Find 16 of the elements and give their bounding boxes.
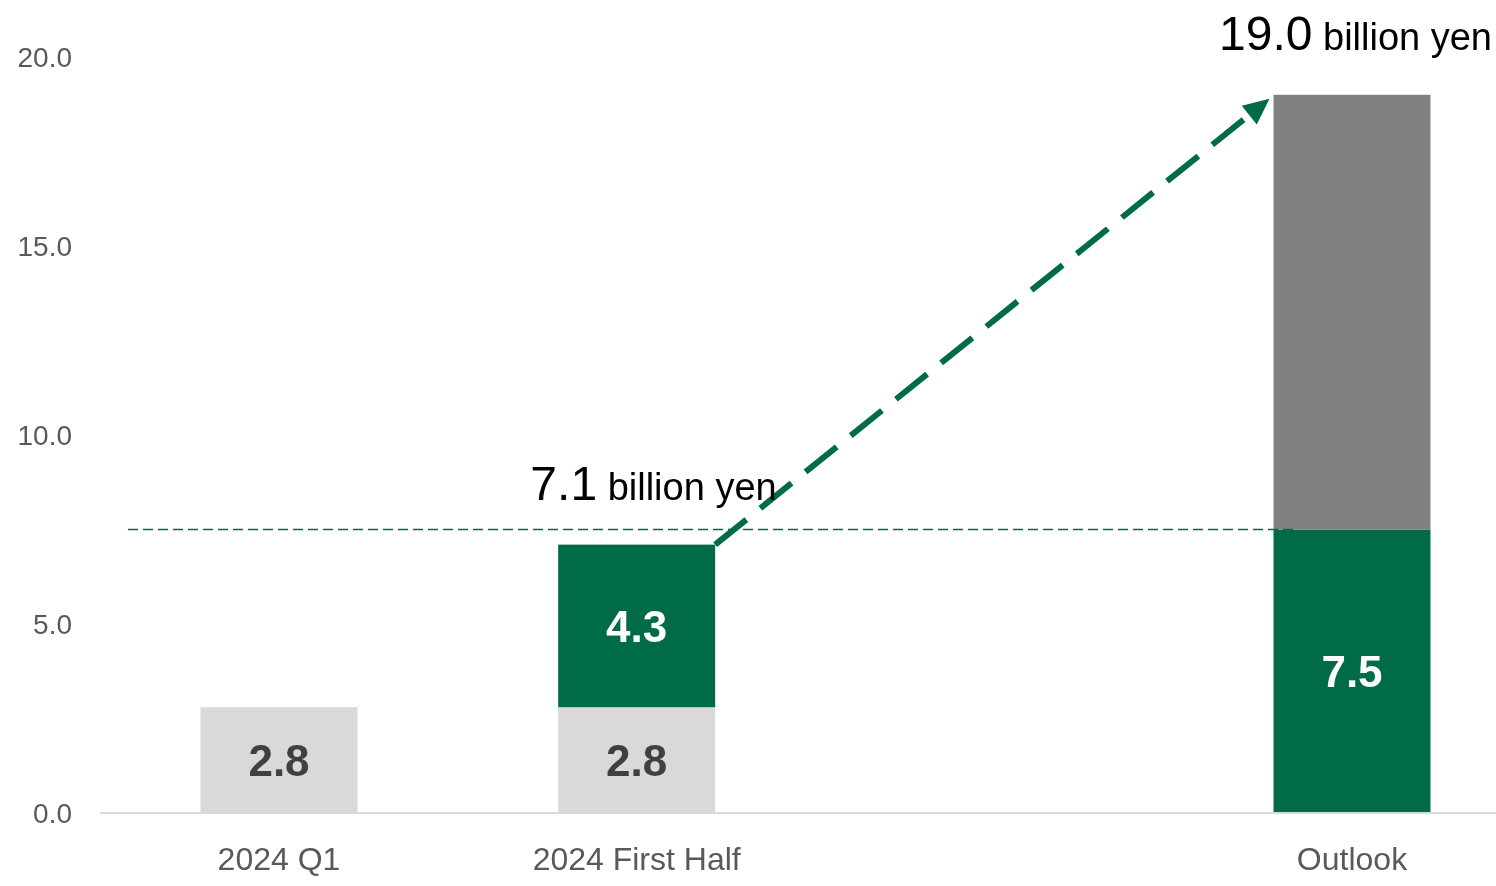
y-tick-label: 5.0 bbox=[33, 609, 72, 641]
bar bbox=[558, 544, 716, 708]
total-label: 7.1 billion yen bbox=[530, 456, 777, 510]
total-label: 19.0 billion yen bbox=[1219, 6, 1492, 60]
y-tick-label: 15.0 bbox=[17, 231, 72, 263]
data-label: 7.5 bbox=[1321, 647, 1383, 697]
y-tick-label: 10.0 bbox=[17, 420, 72, 452]
bar bbox=[1273, 94, 1431, 530]
y-tick-label: 20.0 bbox=[17, 42, 72, 74]
data-label: 2.8 bbox=[606, 735, 668, 785]
data-label: 2.8 bbox=[248, 735, 310, 785]
x-tick-label: 2024 Q1 bbox=[217, 841, 341, 877]
data-label: 4.3 bbox=[606, 601, 668, 651]
x-tick-label: Outlook bbox=[1296, 841, 1409, 877]
y-tick-label: 0.0 bbox=[33, 798, 72, 830]
x-tick-label: 2024 First Half bbox=[532, 841, 741, 877]
